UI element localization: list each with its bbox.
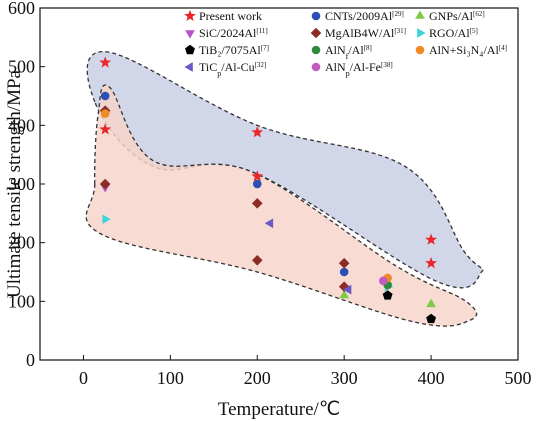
x-tick-label: 400 (418, 368, 445, 388)
data-point-pentagon (382, 290, 393, 300)
y-tick-label: 500 (8, 57, 35, 77)
legend-marker (184, 62, 193, 72)
legend-label: MgAlB4W/Al[31] (325, 26, 406, 40)
data-point-star (99, 56, 112, 68)
legend-marker (311, 11, 321, 21)
legend-label: AlNf/Al[8] (325, 43, 372, 61)
data-point-diamond (338, 281, 350, 292)
axis-ticks: 0 100 200 300 400 500 0 100 200 300 400 500 600 (8, 0, 532, 388)
data-point-circle (378, 276, 388, 286)
shaded-regions (85, 51, 484, 327)
legend-marker (184, 9, 196, 22)
data-point-star (99, 123, 112, 135)
legend-label: SiC/2024Al[11] (199, 26, 268, 40)
x-tick-label: 200 (244, 368, 271, 388)
x-tick-label: 500 (505, 368, 532, 388)
legend-label: Present work (199, 9, 262, 23)
y-tick-label: 0 (26, 350, 35, 370)
data-markers (99, 56, 437, 324)
data-point-circle (100, 91, 110, 101)
data-point-triangle-up (339, 289, 350, 299)
x-tick-label: 0 (79, 368, 88, 388)
legend-label: GNPs/Al[62] (429, 9, 485, 23)
data-point-circle (100, 109, 110, 118)
y-tick-label: 100 (8, 291, 35, 311)
legend-marker (185, 30, 195, 39)
legend-label: RGO/Al[5] (429, 26, 478, 40)
data-point-star (425, 233, 437, 245)
shaded-region-2 (85, 84, 478, 327)
legend-marker (185, 44, 195, 55)
data-point-triangle-right (102, 214, 111, 225)
data-point-diamond (251, 254, 263, 266)
legend-marker (311, 62, 321, 72)
data-point-triangle-up (426, 298, 436, 308)
data-point-diamond (338, 257, 350, 269)
data-point-star (425, 257, 437, 269)
legend-marker (310, 27, 322, 39)
legend-marker (311, 45, 321, 55)
x-tick-label: 300 (331, 368, 358, 388)
data-point-diamond (99, 178, 111, 190)
legend-label: TiCp/Al-Cu[32] (199, 60, 266, 78)
data-point-circle (252, 179, 262, 189)
legend-label: AlNp/Al-Fe[38] (325, 60, 393, 78)
x-axis-label: Temperature/℃ (218, 399, 340, 420)
legend-label: CNTs/2009Al[29] (325, 9, 404, 23)
data-point-diamond (251, 198, 263, 209)
x-tick-label: 100 (157, 368, 184, 388)
y-tick-label: 200 (8, 233, 35, 253)
y-tick-label: 300 (8, 174, 35, 194)
y-axis-label: Ultimate tensile strength/MPa (4, 69, 25, 298)
y-tick-label: 600 (8, 0, 35, 18)
data-point-circle (339, 267, 349, 277)
data-point-triangle-left (264, 218, 274, 229)
legend-label: AlN+Si₃N₄/Al[4] (429, 43, 507, 57)
legend: Present work CNTs/2009Al[29] GNPs/Al[62] Si… (184, 9, 507, 78)
data-point-pentagon (426, 313, 437, 324)
legend-marker (417, 28, 426, 38)
data-point-triangle-left (342, 284, 352, 295)
y-tick-label: 400 (8, 115, 35, 135)
legend-label: TiB₂/7075Al[7] (199, 43, 269, 57)
legend-marker (415, 10, 425, 19)
data-point-star (251, 126, 264, 138)
data-point-star (251, 170, 264, 182)
legend-marker (415, 45, 425, 55)
